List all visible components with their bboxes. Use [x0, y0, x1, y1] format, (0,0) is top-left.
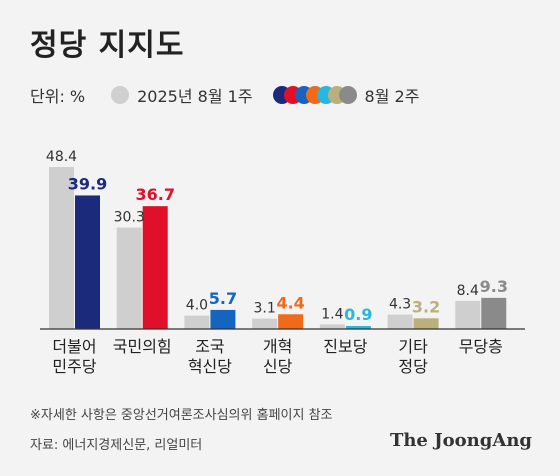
category-label: 민주당 [52, 357, 96, 376]
footnote: ※자세한 사항은 중앙선거여론조사심의위 홈페이지 참조 [30, 408, 333, 423]
data-label-current: 4.4 [276, 293, 304, 312]
category-label: 더불어 [52, 337, 96, 356]
category-label: 국민의힘 [113, 337, 172, 356]
bar-current [481, 297, 507, 329]
data-label-current: 3.2 [412, 297, 440, 316]
category-label: 개혁 [263, 337, 292, 356]
bar-current [142, 206, 168, 329]
data-label-current: 5.7 [209, 289, 237, 308]
bar-current [210, 309, 236, 329]
current-week-swatches [272, 86, 357, 104]
category-label: 신당 [263, 357, 293, 376]
bar-previous [49, 167, 74, 329]
data-label-previous: 3.1 [254, 301, 276, 317]
bar-previous [387, 314, 413, 329]
bar-previous [116, 227, 142, 329]
data-label-current: 9.3 [480, 277, 508, 296]
bar-previous [252, 318, 278, 329]
previous-week-swatch [111, 86, 130, 104]
bar-previous [184, 315, 210, 329]
data-label-previous: 4.3 [389, 297, 411, 313]
brand-logo: The JoongAng [389, 430, 532, 451]
current-week-label: 8월 2주 [364, 87, 420, 106]
category-label: 혁신당 [188, 357, 232, 376]
previous-week-label: 2025년 8월 1주 [137, 87, 253, 106]
chart-title: 정당 지지도 [30, 28, 185, 63]
data-label-current: 39.9 [68, 174, 107, 193]
bar-current [75, 195, 100, 329]
data-label-previous: 30.3 [114, 210, 145, 226]
data-label-previous: 4.0 [186, 298, 208, 314]
unit-label: 단위: % [30, 87, 86, 106]
bar-previous [455, 300, 481, 329]
category-label: 기타 [398, 337, 428, 356]
category-label: 조국 [195, 337, 224, 356]
bar-current [278, 314, 304, 329]
bar-current [345, 325, 371, 329]
data-label-previous: 1.4 [321, 306, 343, 322]
data-label-previous: 48.4 [46, 149, 77, 165]
legend: 단위: % 2025년 8월 1주 8월 2주 [30, 84, 419, 106]
bar-current [413, 318, 439, 329]
data-label-current: 36.7 [135, 185, 174, 204]
data-label-previous: 8.4 [457, 283, 479, 299]
category-label: 정당 [398, 357, 428, 376]
current-week-swatch [338, 86, 357, 104]
category-label: 무당층 [459, 337, 503, 356]
data-label-current: 0.9 [344, 305, 372, 324]
category-label: 진보당 [323, 337, 367, 356]
source-text: 자료: 에너지경제신문, 리얼미터 [30, 438, 203, 453]
bar-previous [319, 324, 345, 329]
